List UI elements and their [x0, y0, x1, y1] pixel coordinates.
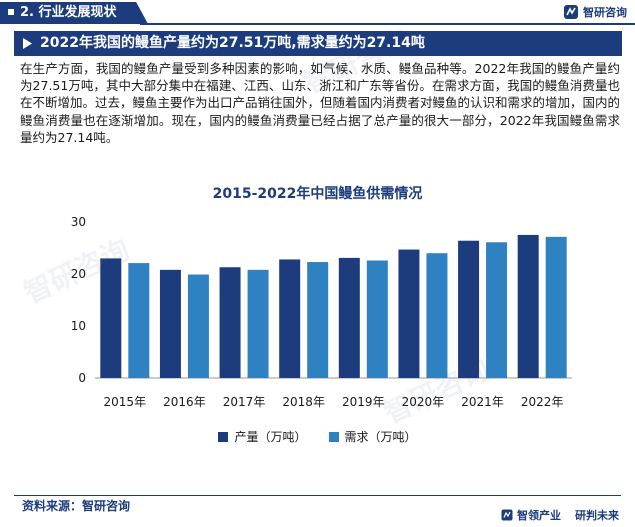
y-tick-label: 20: [71, 267, 86, 281]
x-tick-label: 2021年: [461, 395, 504, 409]
body-paragraph: 在生产方面，我国的鳗鱼产量受到多种因素的影响，如气候、水质、鳗鱼品种等。2022…: [20, 61, 621, 145]
brand-mark-icon: [501, 509, 513, 521]
bar-demand: [545, 236, 567, 378]
chart-title: 2015-2022年中国鳗鱼供需情况: [212, 186, 423, 202]
footer-rule: [14, 495, 621, 496]
legend-item: 产量（万吨）: [218, 428, 307, 445]
source-note: 资料来源：智研咨询: [22, 499, 131, 513]
chevron-right-icon: [23, 38, 32, 49]
brand-logo: 智研咨询: [563, 3, 627, 21]
x-tick-label: 2022年: [521, 395, 564, 409]
bar-production: [279, 259, 301, 378]
x-tick-label: 2016年: [163, 395, 206, 409]
square-bullet-icon: [8, 8, 14, 15]
bar-production: [100, 258, 122, 378]
x-tick-label: 2018年: [282, 395, 325, 409]
bar-demand: [247, 269, 269, 378]
x-tick-label: 2015年: [104, 395, 147, 409]
brand-logo-icon: [564, 5, 578, 19]
bar-production: [398, 249, 420, 378]
header-rule: [140, 23, 635, 25]
legend-swatch: [328, 431, 339, 442]
slogan-left: 智领产业: [517, 509, 561, 522]
legend-swatch: [218, 431, 229, 442]
y-tick-label: 10: [71, 319, 86, 333]
headline-text: 2022年我国的鳗鱼产量约为27.51万吨,需求量约为27.14吨: [40, 35, 425, 51]
headline-banner: 2022年我国的鳗鱼产量约为27.51万吨,需求量约为27.14吨: [14, 31, 622, 56]
slogan: 智领产业 研判未来: [501, 507, 619, 523]
y-tick-label: 0: [78, 371, 86, 385]
x-tick-label: 2017年: [223, 395, 266, 409]
x-tick-label: 2019年: [342, 395, 385, 409]
bar-demand: [486, 242, 508, 378]
section-title-tab: 2. 行业发展现状: [0, 2, 148, 24]
bar-demand: [366, 260, 388, 378]
bar-demand: [128, 263, 150, 378]
legend-label: 需求（万吨）: [344, 430, 417, 444]
bar-demand: [426, 253, 448, 378]
brand-logo-text: 智研咨询: [583, 6, 627, 19]
legend-label: 产量（万吨）: [234, 430, 307, 444]
bar-production: [458, 240, 480, 378]
chart-legend: 产量（万吨） 需求（万吨）: [0, 428, 635, 445]
bar-demand: [187, 274, 209, 378]
bar-production: [517, 234, 539, 378]
x-tick-label: 2020年: [402, 395, 445, 409]
bar-production: [219, 267, 241, 378]
bar-production: [159, 269, 181, 378]
legend-item: 需求（万吨）: [328, 428, 417, 445]
slogan-right: 研判未来: [575, 509, 619, 522]
section-header: 2. 行业发展现状 智研咨询: [0, 0, 635, 26]
bar-production: [338, 257, 360, 378]
section-title: 2. 行业发展现状: [20, 5, 117, 20]
y-tick-label: 30: [71, 215, 86, 229]
bar-demand: [307, 262, 329, 378]
